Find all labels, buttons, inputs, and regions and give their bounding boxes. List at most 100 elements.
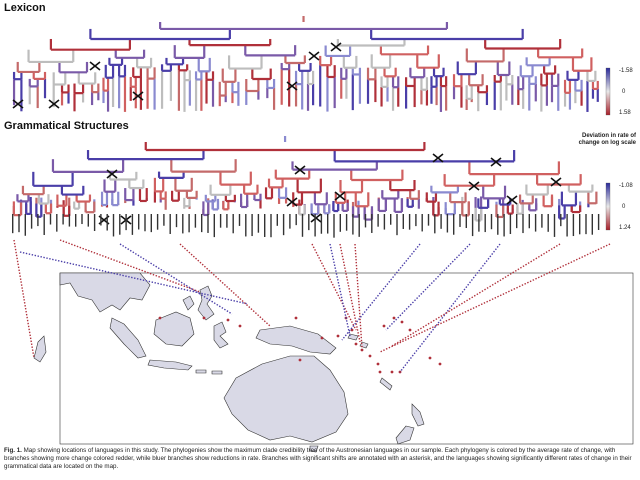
language-tip-label <box>62 214 64 225</box>
asterisk-marker <box>286 81 298 91</box>
language-connector-line <box>341 243 421 341</box>
language-tip-label <box>276 214 278 226</box>
island-dot <box>298 358 302 362</box>
language-tip-label <box>421 214 423 232</box>
language-tip-label <box>194 214 197 228</box>
deviation-label-line1: Deviation in rate of <box>581 133 636 139</box>
language-tip-label <box>43 214 45 236</box>
language-connector-line <box>354 243 363 349</box>
language-tip-label <box>295 214 297 226</box>
asterisk-marker <box>106 169 118 179</box>
language-connector-line <box>399 243 501 373</box>
language-tip-label <box>207 214 209 233</box>
lexicon-panel-title: Lexicon <box>4 2 46 14</box>
language-connector-line <box>13 239 35 359</box>
language-tip-label <box>364 214 367 228</box>
language-tip-label <box>106 214 108 231</box>
asterisk-marker <box>12 99 24 109</box>
language-tip-label <box>560 214 562 227</box>
language-tip-label <box>201 214 203 233</box>
lexicon-color-scale <box>605 67 611 116</box>
island-dot <box>238 324 242 328</box>
language-tip-label <box>503 214 505 237</box>
language-tip-label <box>100 214 102 226</box>
language-tip-label <box>93 214 96 232</box>
language-tip-label <box>396 214 398 236</box>
language-connector-line <box>311 243 357 331</box>
asterisk-marker <box>308 51 320 61</box>
language-connector-line <box>385 243 471 331</box>
language-connector-line <box>59 239 201 293</box>
language-tip-label <box>459 214 461 227</box>
language-tip-label <box>18 214 20 233</box>
language-tip-label <box>112 214 115 237</box>
language-tip-label <box>270 214 272 238</box>
language-tip-label <box>591 214 593 235</box>
language-tip-label <box>257 214 260 233</box>
language-tip-label <box>465 214 467 229</box>
grammar-scale-bottom-label: 1.24 <box>619 225 631 231</box>
language-tip-label <box>490 214 493 230</box>
grammar-tree <box>12 136 598 222</box>
language-tip-label <box>213 214 215 238</box>
language-tip-label <box>301 214 304 237</box>
language-tip-label <box>597 214 600 230</box>
language-tip-label <box>144 214 146 232</box>
language-tip-label <box>453 214 455 235</box>
island-dot <box>408 328 412 332</box>
island-dot <box>294 316 298 320</box>
language-tip-label <box>390 214 392 225</box>
language-tip-label <box>238 214 241 226</box>
language-tip-label <box>516 214 518 229</box>
island-dot <box>390 370 394 374</box>
language-tip-label <box>339 214 341 232</box>
language-connector-line <box>119 243 233 315</box>
figure-label: Fig. 1. <box>4 447 22 454</box>
language-tip-label <box>232 214 234 234</box>
language-tip-label <box>497 214 499 235</box>
island-dot <box>320 336 324 340</box>
island-dot <box>400 320 404 324</box>
language-tip-label <box>566 214 568 237</box>
map-frame <box>59 272 634 445</box>
asterisk-marker <box>334 191 346 201</box>
asterisk-marker <box>432 153 444 163</box>
language-tip-label <box>484 214 486 233</box>
language-tip-label <box>49 214 52 225</box>
language-tip-labels <box>12 214 600 238</box>
language-tip-label <box>314 214 316 237</box>
language-tip-label <box>327 214 329 234</box>
language-tip-label <box>188 214 190 233</box>
island-dot <box>392 316 396 320</box>
language-tip-label <box>12 214 14 234</box>
grammar-scale-mid-label: 0 <box>622 204 626 210</box>
language-tip-label <box>547 214 549 232</box>
island-dot <box>378 370 382 374</box>
language-tip-label <box>383 214 386 230</box>
lexicon-scale-bottom-label: 1.58 <box>619 110 631 116</box>
asterisk-marker <box>330 42 342 52</box>
language-tip-label <box>24 214 26 236</box>
language-tip-label <box>282 214 285 236</box>
lexicon-scale-mid-label: 0 <box>622 89 626 95</box>
language-connector-line <box>329 243 351 337</box>
language-tip-label <box>333 214 335 238</box>
grammar-scale-top-label: -1.08 <box>619 183 633 189</box>
language-tip-label <box>534 214 537 232</box>
language-tip-label <box>75 214 77 227</box>
map-islands <box>158 316 442 374</box>
language-tip-label <box>478 214 480 232</box>
language-tip-label <box>320 214 323 234</box>
language-tip-label <box>440 214 442 229</box>
language-tip-label <box>119 214 121 235</box>
language-tip-label <box>471 214 474 237</box>
figure-caption: Fig. 1. Map showing locations of languag… <box>4 447 636 471</box>
language-tip-label <box>245 214 247 237</box>
language-tip-label <box>541 214 543 228</box>
language-tip-label <box>352 214 354 235</box>
language-tip-label <box>175 214 178 228</box>
island-dot <box>360 348 364 352</box>
language-tip-label <box>509 214 512 235</box>
language-tip-label <box>226 214 228 228</box>
